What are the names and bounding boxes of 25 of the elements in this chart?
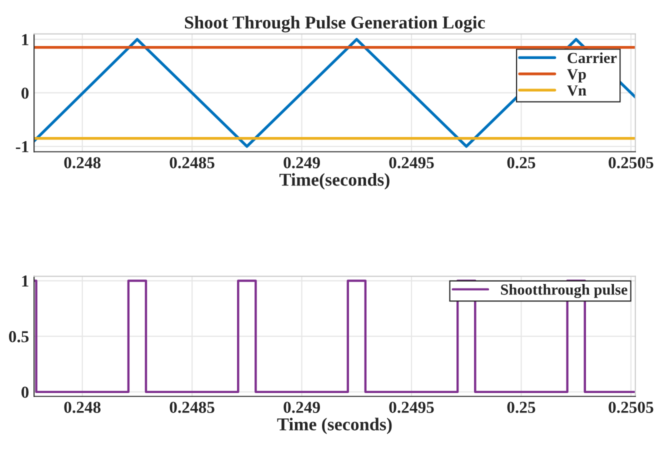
y-tick-label: 0 [22,88,29,99]
x-tick-label: 0.2495 [389,402,434,414]
x-tick-label: 0.2505 [608,157,654,168]
x-tick-label: 0.248 [64,157,101,168]
legend-label: Shootthrough pulse [501,284,628,298]
x-tick-label: 0.2485 [170,157,214,168]
y-tick-label: 1 [22,276,28,287]
x-tick-label: 0.25 [507,402,536,414]
x-tick-label: 0.2495 [389,157,434,168]
legend-label: Vp [567,69,586,82]
x-tick-label: 0.2485 [170,402,214,414]
y-tick-label: 0.5 [9,331,29,342]
legend-label: Carrier [568,52,617,64]
chart-title: Shoot Through Pulse Generation Logic [185,16,485,32]
x-tick-label: 0.2505 [608,402,654,414]
x-tick-label: 0.249 [284,157,320,168]
x-tick-label: 0.249 [284,402,320,414]
x-tick-label: 0.248 [64,402,101,414]
x-axis-title: Time (seconds) [277,418,392,434]
y-tick-label: 0 [22,386,29,398]
legend-label: Vn [567,85,586,96]
x-axis-title: Time(seconds) [279,173,390,190]
y-tick-label: 1 [22,34,28,46]
y-tick-label: -1 [16,141,28,152]
x-tick-label: 0.25 [507,157,536,168]
